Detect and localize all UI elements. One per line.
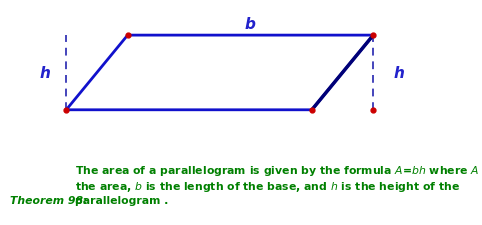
Text: Theorem 98:: Theorem 98: [10, 195, 87, 205]
Text: h: h [394, 66, 405, 81]
Text: b: b [245, 17, 256, 32]
Text: h: h [40, 66, 51, 81]
Text: The area of a parallelogram is given by the formula $\mathit{A}$=$\mathit{bh}$ w: The area of a parallelogram is given by … [75, 163, 482, 205]
